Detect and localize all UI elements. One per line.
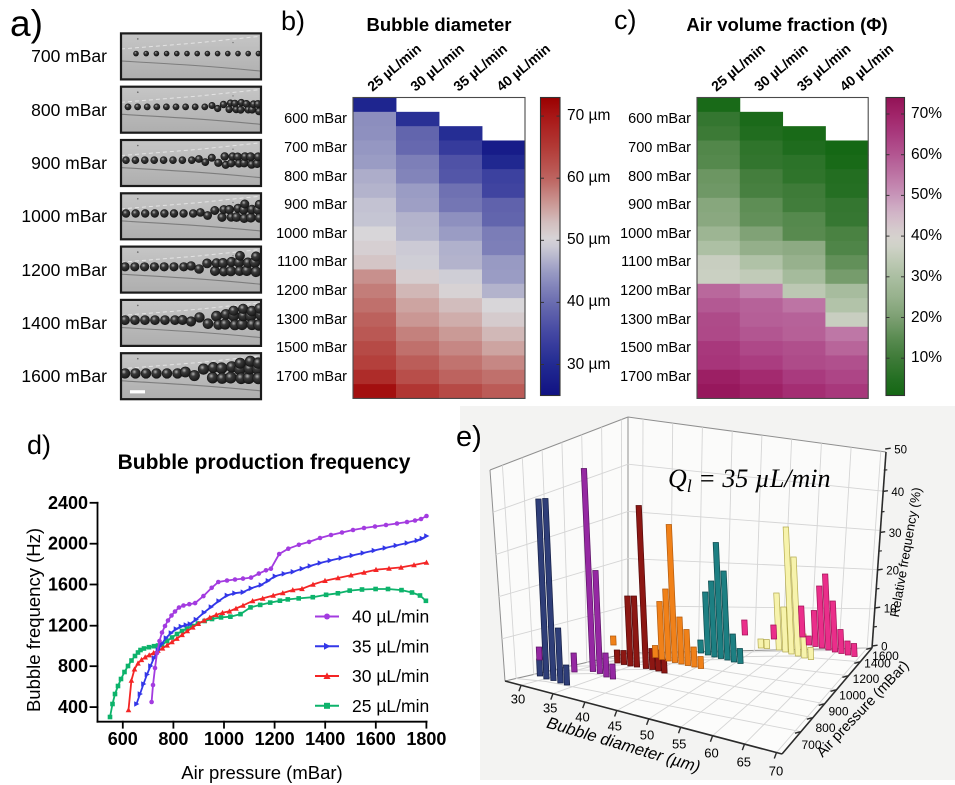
svg-text:50: 50 (894, 445, 907, 457)
svg-text:1600: 1600 (48, 575, 88, 595)
svg-text:60: 60 (704, 746, 718, 761)
svg-text:30 µL/min: 30 µL/min (352, 666, 429, 686)
svg-text:1600: 1600 (356, 729, 396, 749)
svg-text:30: 30 (511, 692, 525, 707)
svg-text:35 µL/min: 35 µL/min (352, 637, 429, 657)
svg-text:1200: 1200 (853, 672, 880, 686)
svg-text:65: 65 (737, 755, 751, 770)
svg-text:1000: 1000 (839, 689, 866, 703)
svg-text:35: 35 (543, 701, 557, 716)
svg-text:2000: 2000 (48, 534, 88, 554)
svg-text:1000: 1000 (204, 729, 244, 749)
svg-text:50: 50 (640, 728, 654, 743)
svg-text:400: 400 (58, 697, 88, 717)
svg-text:30: 30 (889, 528, 902, 540)
svg-text:Air pressure (mBar): Air pressure (mBar) (181, 762, 342, 783)
svg-text:900: 900 (828, 705, 848, 719)
svg-text:40 µL/min: 40 µL/min (352, 607, 429, 627)
svg-text:45: 45 (608, 719, 622, 734)
svg-text:1200: 1200 (255, 729, 295, 749)
svg-text:Bubble production frequency: Bubble production frequency (118, 451, 411, 474)
svg-text:2400: 2400 (48, 493, 88, 513)
svg-text:55: 55 (672, 737, 686, 752)
svg-text:800: 800 (58, 656, 88, 676)
svg-text:40: 40 (575, 710, 589, 725)
svg-text:10: 10 (884, 604, 897, 616)
svg-text:20: 20 (886, 566, 899, 578)
svg-text:Bubble frequency (Hz): Bubble frequency (Hz) (23, 528, 44, 712)
svg-text:0: 0 (881, 642, 887, 654)
svg-text:600: 600 (108, 729, 138, 749)
svg-text:70: 70 (769, 764, 783, 779)
svg-text:1400: 1400 (305, 729, 345, 749)
svg-text:25 µL/min: 25 µL/min (352, 696, 429, 716)
svg-text:1400: 1400 (864, 657, 891, 671)
svg-text:800: 800 (815, 721, 835, 735)
svg-text:700: 700 (801, 738, 821, 752)
svg-text:Ql = 35 µL/min: Ql = 35 µL/min (668, 464, 831, 496)
svg-text:1600: 1600 (872, 649, 899, 663)
svg-text:1800: 1800 (406, 729, 446, 749)
svg-text:40: 40 (891, 487, 904, 499)
svg-text:1200: 1200 (48, 616, 88, 636)
svg-text:800: 800 (158, 729, 188, 749)
